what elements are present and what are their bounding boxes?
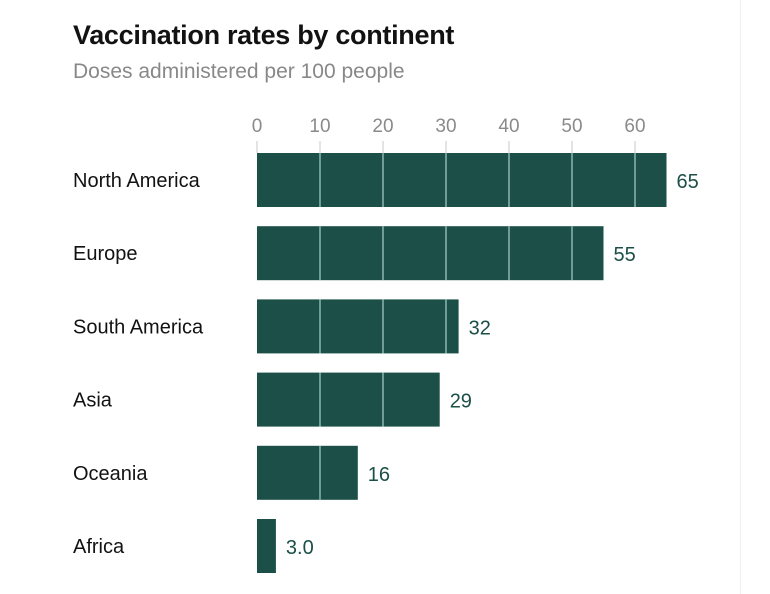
bar: [257, 299, 459, 354]
value-label: 55: [614, 244, 636, 266]
category-label: Europe: [73, 243, 138, 265]
value-label: 29: [450, 391, 472, 413]
bar: [257, 372, 440, 427]
chart-subtitle: Doses administered per 100 people: [73, 60, 405, 83]
category-label: South America: [73, 316, 204, 338]
value-label: 16: [368, 464, 390, 486]
value-label: 3.0: [286, 537, 314, 559]
value-label: 32: [469, 317, 491, 339]
x-tick-label: 30: [435, 116, 456, 137]
x-tick-label: 20: [372, 116, 393, 137]
bar: [257, 519, 276, 573]
chart-title: Vaccination rates by continent: [73, 20, 455, 50]
category-label: Asia: [73, 390, 113, 412]
category-label: North America: [73, 170, 201, 192]
category-label: Africa: [73, 536, 125, 558]
category-label: Oceania: [73, 463, 148, 485]
bar: [257, 153, 667, 207]
x-tick-label: 0: [252, 116, 263, 137]
bar: [257, 445, 358, 500]
value-label: 65: [677, 171, 699, 193]
x-tick-label: 50: [561, 116, 582, 137]
chart-frame: [740, 0, 741, 594]
x-tick-label: 40: [498, 116, 519, 137]
bar: [257, 226, 604, 281]
x-tick-label: 10: [309, 116, 330, 137]
x-tick-label: 60: [624, 116, 645, 137]
